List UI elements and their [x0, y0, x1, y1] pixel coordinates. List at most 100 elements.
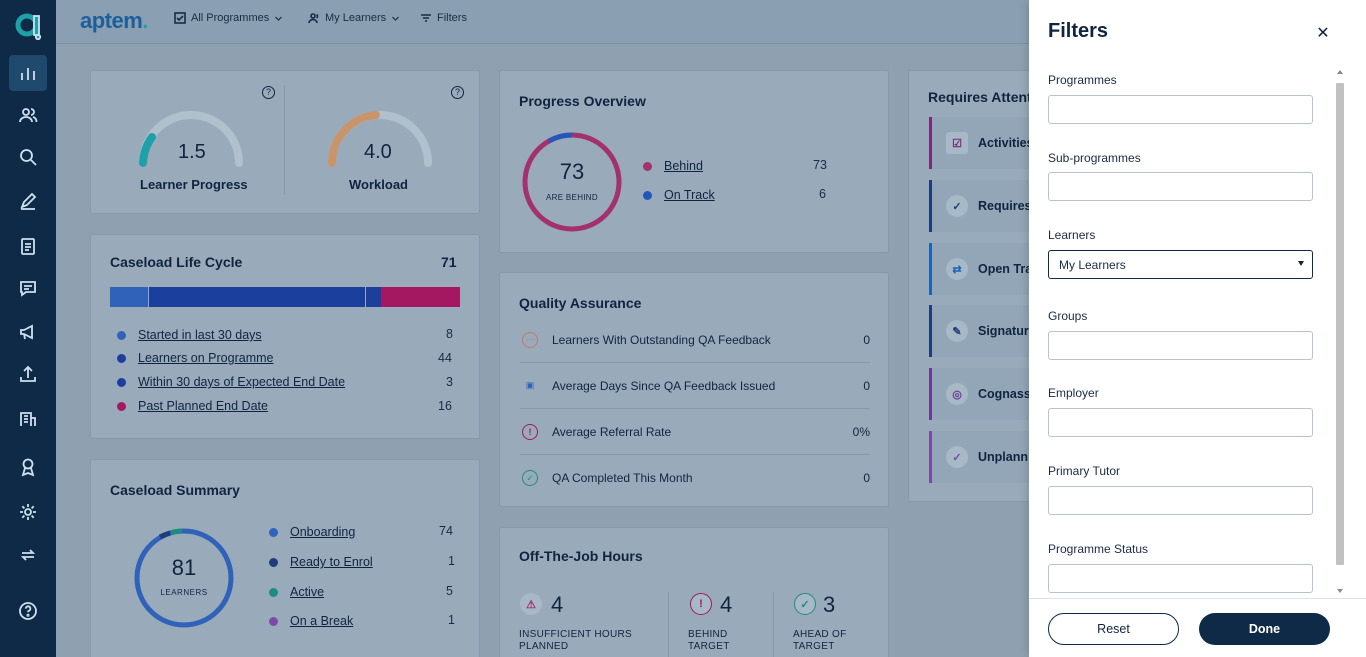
- caseload-summary-value: 81: [171, 555, 197, 580]
- divider: [284, 85, 285, 195]
- legend-on-programme: Learners on Programme: [117, 351, 273, 365]
- aptem-logo-icon[interactable]: [14, 10, 42, 40]
- left-rail: [0, 0, 56, 657]
- nav-reports[interactable]: [9, 401, 47, 437]
- sub-programmes-input[interactable]: [1048, 172, 1313, 201]
- qa-row-referral-rate[interactable]: ! Average Referral Rate 0%: [520, 409, 870, 455]
- attention-cognassist[interactable]: ◎ Cognass: [929, 368, 1037, 420]
- programmes-input[interactable]: [1048, 95, 1313, 124]
- nav-upload[interactable]: [9, 356, 47, 392]
- workload-value: 4.0: [364, 141, 392, 163]
- scroll-thumb[interactable]: [1336, 83, 1344, 565]
- divider: [668, 592, 669, 657]
- legend-active: Active: [269, 585, 324, 599]
- on-track-link[interactable]: On Track: [664, 188, 715, 202]
- brand-logo[interactable]: aptem.: [80, 8, 148, 33]
- search-icon: [20, 149, 37, 166]
- signature-icon: ✎: [946, 320, 968, 342]
- nav-help[interactable]: [9, 593, 47, 629]
- caseload-life-cycle-title: Caseload Life Cycle: [110, 254, 243, 270]
- nav-dashboard[interactable]: [9, 55, 47, 91]
- past-end-link[interactable]: Past Planned End Date: [138, 399, 268, 413]
- otj-hours-card: Off-The-Job Hours ⚠ 4 INSUFFICIENT HOURS…: [499, 527, 889, 657]
- panel-scrollbar[interactable]: [1334, 67, 1346, 597]
- bar-segment-started[interactable]: [110, 287, 149, 307]
- employer-label: Employer: [1048, 386, 1099, 400]
- legend-past-end: Past Planned End Date: [117, 399, 268, 413]
- filter-icon: [421, 14, 431, 22]
- learners-select[interactable]: My Learners: [1048, 250, 1313, 279]
- learner-progress-help-icon[interactable]: ?: [262, 86, 275, 99]
- qa-row-avg-days[interactable]: ▣ Average Days Since QA Feedback Issued …: [520, 363, 870, 409]
- legend-behind: Behind: [643, 159, 703, 173]
- nav-search[interactable]: [9, 139, 47, 175]
- ready-to-enrol-link[interactable]: Ready to Enrol: [290, 555, 373, 569]
- attention-activities[interactable]: ☑ Activities: [929, 117, 1037, 169]
- progress-overview-title: Progress Overview: [519, 93, 646, 109]
- otj-behind-value: 4: [720, 592, 733, 617]
- legend-ready-to-enrol: Ready to Enrol: [269, 555, 373, 569]
- nav-learners[interactable]: [9, 97, 47, 133]
- programme-status-input[interactable]: [1048, 564, 1313, 593]
- legend-on-track: On Track: [643, 188, 715, 202]
- count-on-track: 6: [819, 187, 826, 201]
- all-programmes-button[interactable]: All Programmes: [174, 12, 283, 24]
- attention-requires[interactable]: ✓ Requires: [929, 180, 1037, 232]
- scroll-up-icon[interactable]: [1337, 70, 1343, 74]
- caseload-summary-title: Caseload Summary: [110, 482, 240, 498]
- behind-link[interactable]: Behind: [664, 159, 703, 173]
- filters-panel: Filters ✕ Programmes Sub-programmes Lear…: [1029, 0, 1366, 657]
- groups-input[interactable]: [1048, 331, 1313, 360]
- count-on-programme: 44: [438, 351, 452, 365]
- warning-icon: ⚠: [520, 593, 542, 615]
- sync-icon: [20, 549, 36, 561]
- filters-button[interactable]: Filters: [420, 12, 467, 24]
- quality-assurance-title: Quality Assurance: [519, 295, 642, 311]
- nav-settings[interactable]: [9, 494, 47, 530]
- requires-attention-card: Requires Attention ☑ Activities ✓ Requir…: [908, 70, 1038, 502]
- count-past-end: 16: [438, 399, 452, 413]
- active-link[interactable]: Active: [290, 585, 325, 599]
- primary-tutor-input[interactable]: [1048, 486, 1313, 515]
- onboarding-link[interactable]: Onboarding: [290, 525, 356, 539]
- attention-open-tracking[interactable]: ⇄ Open Tra: [929, 243, 1037, 295]
- employer-input[interactable]: [1048, 408, 1313, 437]
- count-behind: 73: [813, 158, 827, 172]
- bar-segment-within-30[interactable]: [365, 287, 381, 307]
- started-link[interactable]: Started in last 30 days: [138, 328, 262, 342]
- attention-signatures[interactable]: ✎ Signatur: [929, 305, 1037, 357]
- quality-assurance-card: Quality Assurance ⋯ Learners With Outsta…: [499, 272, 889, 507]
- caseload-life-cycle-total: 71: [441, 254, 457, 270]
- check-icon: ✓: [794, 593, 816, 615]
- count-onboarding: 74: [439, 524, 453, 538]
- attention-unplanned[interactable]: ✓ Unplann: [929, 431, 1037, 483]
- bar-segment-past-end[interactable]: [380, 287, 460, 307]
- my-learners-button[interactable]: My Learners: [308, 12, 400, 24]
- clipboard-icon: [21, 238, 35, 255]
- nav-sync[interactable]: [9, 537, 47, 573]
- on-a-break-link[interactable]: On a Break: [290, 614, 354, 628]
- bar-segment-on-programme[interactable]: [148, 287, 366, 307]
- qa-row-completed[interactable]: ✓ QA Completed This Month 0: [520, 455, 870, 501]
- legend-onboarding: Onboarding: [269, 525, 355, 539]
- done-button[interactable]: Done: [1199, 613, 1330, 645]
- programme-status-label: Programme Status: [1048, 542, 1149, 556]
- learner-progress-gauge: [139, 111, 243, 167]
- award-icon: [21, 458, 35, 477]
- on-programme-link[interactable]: Learners on Programme: [138, 351, 274, 365]
- nav-records[interactable]: [9, 228, 47, 264]
- nav-achievements[interactable]: [9, 449, 47, 485]
- close-icon[interactable]: ✕: [1316, 25, 1330, 42]
- nav-assessment[interactable]: [9, 183, 47, 219]
- nav-announcements[interactable]: [9, 314, 47, 350]
- check-icon: ✓: [522, 470, 538, 486]
- legend-dot: [269, 587, 278, 597]
- reset-button[interactable]: Reset: [1048, 613, 1179, 645]
- nav-messages[interactable]: [9, 270, 47, 306]
- within-30-link[interactable]: Within 30 days of Expected End Date: [138, 375, 346, 389]
- check-circle-icon: ✓: [946, 195, 968, 217]
- scroll-down-icon[interactable]: [1337, 589, 1343, 593]
- qa-row-outstanding[interactable]: ⋯ Learners With Outstanding QA Feedback …: [520, 317, 870, 363]
- check-circle-icon: ✓: [946, 446, 968, 468]
- workload-help-icon[interactable]: ?: [451, 86, 464, 99]
